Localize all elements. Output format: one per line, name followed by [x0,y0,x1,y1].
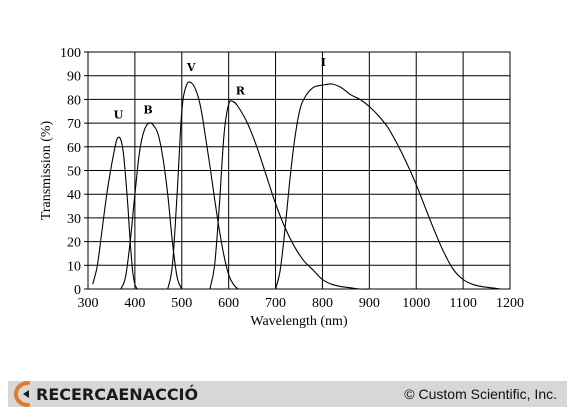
x-tick-label: 700 [265,296,286,311]
x-axis-label: Wavelength (nm) [250,314,348,329]
grid [84,51,511,290]
series-label-v: V [186,61,196,74]
series-label-r: R [236,85,246,98]
footer-bar: RECERCAENACCIÓ © Custom Scientific, Inc. [8,381,567,407]
plot-frame [87,51,511,290]
y-tick-label: 70 [67,117,81,132]
x-tick-label: 500 [171,296,192,311]
x-tick-label: 900 [359,296,380,311]
series-line-u [92,136,138,290]
series-label-u: U [114,108,124,121]
x-tick-label: 1000 [402,296,430,311]
x-tick-label: 400 [124,296,145,311]
series-line-b [120,122,183,290]
y-tick-label: 60 [67,141,81,156]
x-tick-label: 300 [78,296,99,311]
brand-name: RECERCAENACCIÓ [36,384,199,404]
y-tick-label: 50 [67,165,81,180]
x-tick-label: 1100 [449,296,476,311]
brand-logo-area: RECERCAENACCIÓ [14,381,198,407]
y-tick-label: 100 [60,46,81,61]
y-tick-label: 10 [67,259,81,274]
y-tick-label: 40 [67,188,81,203]
series-label-i: I [321,56,326,69]
y-tick-label: 80 [67,93,81,108]
x-tick-label: 800 [312,296,333,311]
series-line-r [209,100,370,290]
x-tick-labels: 300 400 500 600 700 800 900 1000 1100 1200 [78,296,525,311]
y-tick-label: 20 [67,236,81,251]
y-tick-label: 90 [67,70,81,85]
y-tick-label: 30 [67,212,81,227]
series-label-b: B [143,104,152,117]
y-tick-label: 0 [74,283,81,298]
x-tick-label: 600 [218,296,239,311]
curves [92,81,501,290]
y-tick-labels: 0 10 20 30 40 50 60 70 80 90 100 [60,46,81,298]
series-line-v [167,81,239,290]
y-axis-label: Transmission (%) [39,120,54,220]
series-line-i [275,83,501,290]
band-labels: U B V R I [114,56,326,121]
x-tick-label: 1200 [496,296,524,311]
recerca-logo-icon [14,381,30,407]
copyright-text: © Custom Scientific, Inc. [404,386,557,402]
